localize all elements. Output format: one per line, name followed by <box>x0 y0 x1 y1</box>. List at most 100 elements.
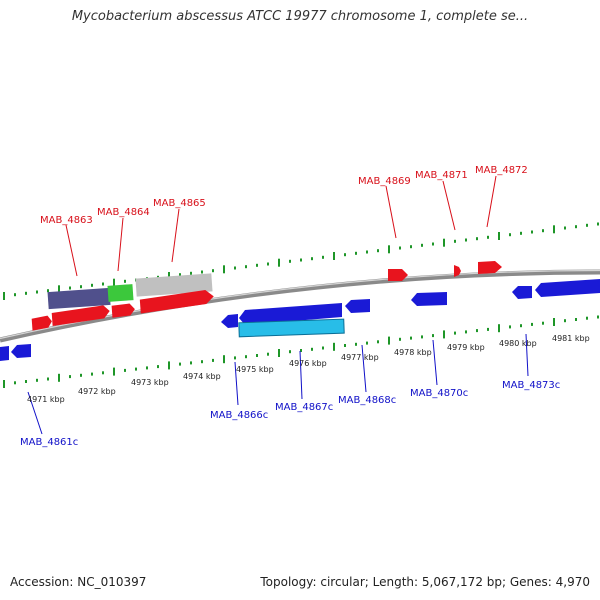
gene-arrow[interactable] <box>31 315 53 331</box>
minor-tick <box>377 249 379 253</box>
gene-label[interactable]: MAB_4869 <box>358 176 411 187</box>
minor-tick <box>157 365 159 369</box>
domain-bar-purple[interactable] <box>47 287 111 310</box>
minor-tick <box>487 235 489 239</box>
gene-label[interactable]: MAB_4871 <box>415 170 468 181</box>
gene-label[interactable]: MAB_4864 <box>97 207 150 218</box>
label-callout-line <box>442 180 456 231</box>
scale-tick-label: 4978 kbp <box>394 348 432 357</box>
label-callout-line <box>525 333 529 377</box>
minor-tick <box>80 373 82 377</box>
minor-tick <box>234 356 236 360</box>
gene-arrow[interactable] <box>388 269 408 281</box>
major-tick <box>3 380 5 388</box>
minor-tick <box>234 266 236 270</box>
minor-tick <box>135 367 137 371</box>
minor-tick <box>267 262 269 266</box>
scale-tick-label: 4976 kbp <box>289 359 327 368</box>
minor-tick <box>377 340 379 344</box>
minor-tick <box>289 350 291 354</box>
minor-tick <box>322 346 324 350</box>
minor-tick <box>465 330 467 334</box>
scale-tick-label: 4980 kbp <box>499 339 537 348</box>
minor-tick <box>80 285 82 289</box>
minor-tick <box>432 334 434 338</box>
major-tick <box>168 272 170 280</box>
gene-label[interactable]: MAB_4870c <box>410 388 468 399</box>
minor-tick <box>531 230 533 234</box>
minor-tick <box>245 355 247 359</box>
minor-tick <box>201 270 203 274</box>
minor-tick <box>355 251 357 255</box>
scale-tick-label: 4979 kbp <box>447 343 485 352</box>
major-tick <box>553 225 555 234</box>
label-callout-line <box>27 391 43 435</box>
major-tick <box>223 265 225 274</box>
minor-tick <box>366 250 368 254</box>
minor-tick <box>311 347 313 351</box>
upper-tick-track <box>3 222 599 300</box>
minor-tick <box>36 378 38 382</box>
scale-tick-label: 4974 kbp <box>183 372 221 381</box>
gene-arrow[interactable] <box>51 305 110 327</box>
minor-tick <box>344 253 346 257</box>
minor-tick <box>542 229 544 233</box>
gene-label[interactable]: MAB_4873c <box>502 380 560 391</box>
gene-arrow[interactable] <box>0 346 9 361</box>
gene-arrow[interactable] <box>111 303 136 318</box>
minor-tick <box>300 258 302 262</box>
gene-arrow[interactable] <box>478 261 502 274</box>
minor-tick <box>465 238 467 242</box>
domain-bar-gray[interactable] <box>135 273 213 297</box>
major-tick <box>113 278 115 287</box>
gene-label[interactable]: MAB_4865 <box>153 198 206 209</box>
major-tick <box>498 324 500 333</box>
gene-arrow[interactable] <box>239 303 342 325</box>
minor-tick <box>201 360 203 364</box>
minor-tick <box>432 242 434 246</box>
cds-highlight-bar[interactable] <box>238 318 345 338</box>
minor-tick <box>146 366 148 370</box>
minor-tick <box>69 375 71 379</box>
gene-label[interactable]: MAB_4872 <box>475 165 528 176</box>
gene-label[interactable]: MAB_4861c <box>20 437 78 448</box>
gene-arrow[interactable] <box>512 286 532 299</box>
minor-tick <box>14 381 16 385</box>
label-callout-line <box>171 208 180 263</box>
scale-tick-label: 4973 kbp <box>131 378 169 387</box>
minor-tick <box>102 282 104 286</box>
minor-tick <box>410 336 412 340</box>
accession-text: Accession: NC_010397 <box>10 575 147 589</box>
minor-tick <box>399 337 401 341</box>
major-tick <box>168 361 170 370</box>
gene-arrow[interactable] <box>345 299 370 313</box>
domain-bar-green[interactable] <box>107 284 134 302</box>
minor-tick <box>36 290 38 294</box>
minor-tick <box>91 372 93 376</box>
gene-arrow[interactable] <box>11 344 31 358</box>
minor-tick <box>322 255 324 259</box>
gene-arrow[interactable] <box>411 292 447 306</box>
gene-arrow[interactable] <box>535 279 600 297</box>
minor-tick <box>69 286 71 290</box>
minor-tick <box>509 233 511 237</box>
label-callout-line <box>361 344 367 393</box>
gene-arrow[interactable] <box>139 289 214 314</box>
minor-tick <box>355 342 357 346</box>
scale-tick-label: 4971 kbp <box>27 395 65 404</box>
minor-tick <box>14 293 16 297</box>
gene-label[interactable]: MAB_4866c <box>210 410 268 421</box>
minor-tick <box>487 327 489 331</box>
gene-label[interactable]: MAB_4868c <box>338 395 396 406</box>
major-tick <box>388 245 390 254</box>
gene-label[interactable]: MAB_4863 <box>40 215 93 226</box>
minor-tick <box>597 222 599 226</box>
major-tick <box>113 367 115 376</box>
gene-arrow[interactable] <box>454 265 461 277</box>
topology-text: Topology: circular; Length: 5,067,172 bp… <box>260 575 590 589</box>
minor-tick <box>190 271 192 275</box>
gene-label[interactable]: MAB_4867c <box>275 402 333 413</box>
minor-tick <box>124 368 126 372</box>
gene-arrow[interactable] <box>221 314 238 328</box>
